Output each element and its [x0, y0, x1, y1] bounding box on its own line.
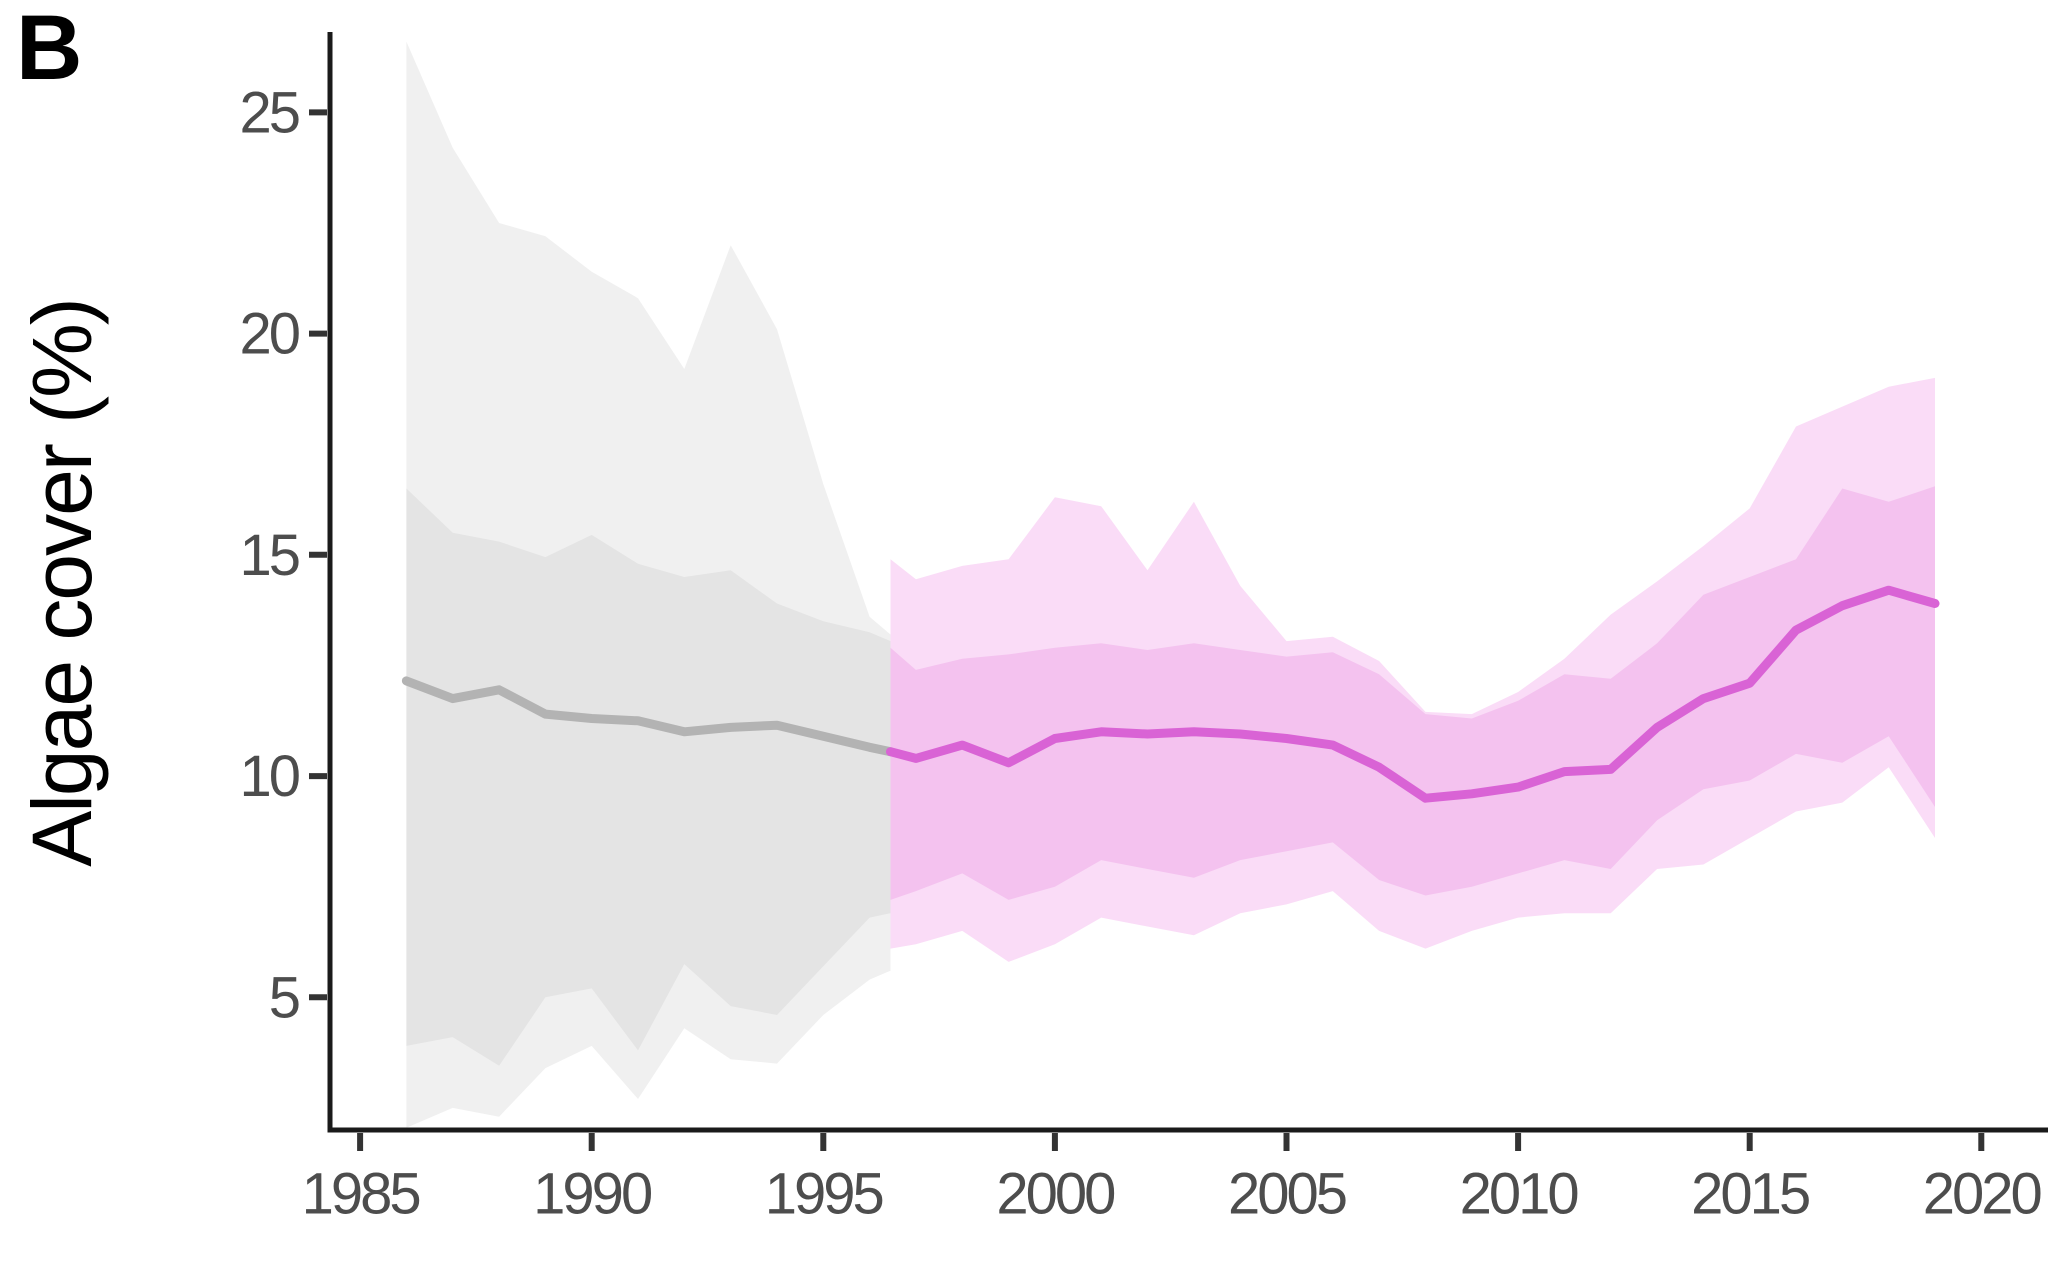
y-tick-label: 15: [239, 523, 298, 588]
historical-inner-ribbon: [406, 488, 891, 1066]
x-tick-label: 2010: [1460, 1162, 1578, 1227]
y-axis: 5 10 15 20 25: [239, 80, 327, 1030]
panel-label: B: [16, 0, 82, 99]
y-tick-label: 20: [239, 302, 298, 367]
historical-ribbons: [406, 41, 891, 1128]
x-tick-label: 2005: [1228, 1162, 1346, 1227]
historical-line: [401, 676, 895, 757]
y-tick-label: 10: [239, 744, 298, 809]
x-tick-label: 2015: [1691, 1162, 1809, 1227]
x-tick-label: 1990: [533, 1162, 651, 1227]
x-tick-label: 1995: [765, 1162, 883, 1227]
forecast-line: [886, 585, 1940, 803]
x-tick-label: 2000: [996, 1162, 1114, 1227]
y-tick-label: 5: [269, 965, 299, 1030]
x-tick-label: 2020: [1923, 1162, 2041, 1227]
forecast-inner-ribbon: [890, 486, 1935, 900]
axis-lines: [327, 32, 2048, 1133]
forecast-ribbons: [890, 377, 1935, 962]
x-tick-label: 1985: [302, 1162, 420, 1227]
x-axis: 1985 1990 1995 2000 2005 2010 2015 2020: [302, 1133, 2044, 1227]
y-tick-label: 25: [239, 80, 298, 145]
y-axis-title: Algae cover (%): [14, 299, 109, 867]
